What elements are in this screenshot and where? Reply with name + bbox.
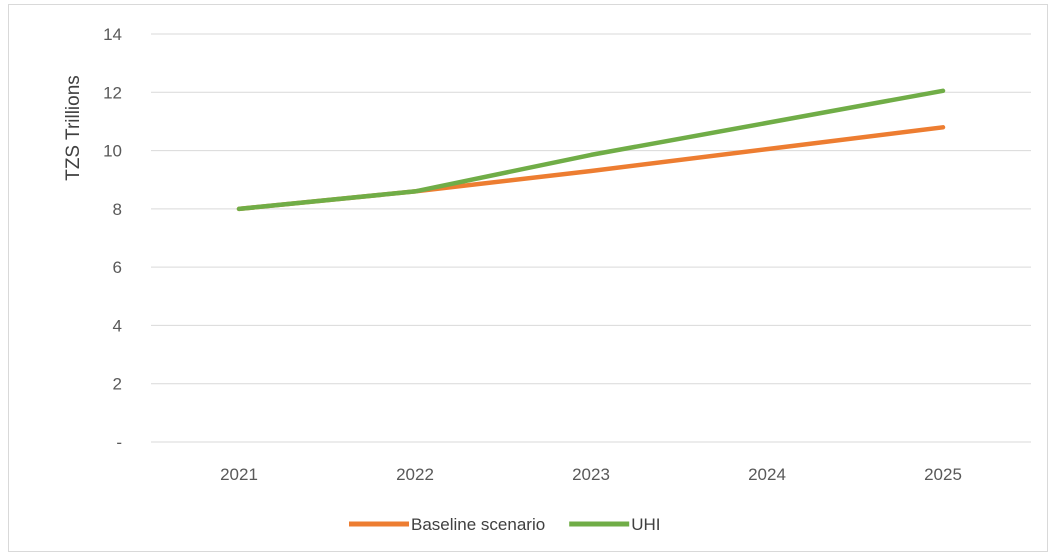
x-axis-ticks: 2021 2022 2023 2024 2025 — [220, 465, 962, 484]
y-tick-label: 4 — [113, 316, 122, 335]
y-tick-label: 10 — [103, 142, 122, 161]
y-tick-label: 6 — [113, 258, 122, 277]
x-tick-label: 2023 — [572, 465, 610, 484]
line-chart: - 2 4 6 8 10 12 14 2021 2022 2023 2024 2025 TZS Tri… — [63, 25, 1031, 534]
y-tick-label: - — [116, 433, 122, 452]
gridlines — [151, 33, 1031, 443]
legend: Baseline scenario UHI — [349, 515, 660, 534]
series-line-uhi — [236, 88, 946, 212]
chart-frame: - 2 4 6 8 10 12 14 2021 2022 2023 2024 2025 TZS Tri… — [8, 4, 1048, 552]
x-tick-label: 2025 — [924, 465, 962, 484]
legend-label: UHI — [631, 515, 660, 534]
y-tick-label: 8 — [113, 200, 122, 219]
x-tick-label: 2021 — [220, 465, 258, 484]
y-axis-ticks: - 2 4 6 8 10 12 14 — [103, 25, 122, 452]
y-tick-label: 2 — [113, 375, 122, 394]
y-tick-label: 12 — [103, 83, 122, 102]
y-tick-label: 14 — [103, 25, 122, 44]
y-axis-title: TZS Trillions — [63, 75, 84, 181]
legend-label: Baseline scenario — [411, 515, 545, 534]
x-tick-label: 2024 — [748, 465, 786, 484]
x-tick-label: 2022 — [396, 465, 434, 484]
series-lines — [236, 88, 946, 212]
